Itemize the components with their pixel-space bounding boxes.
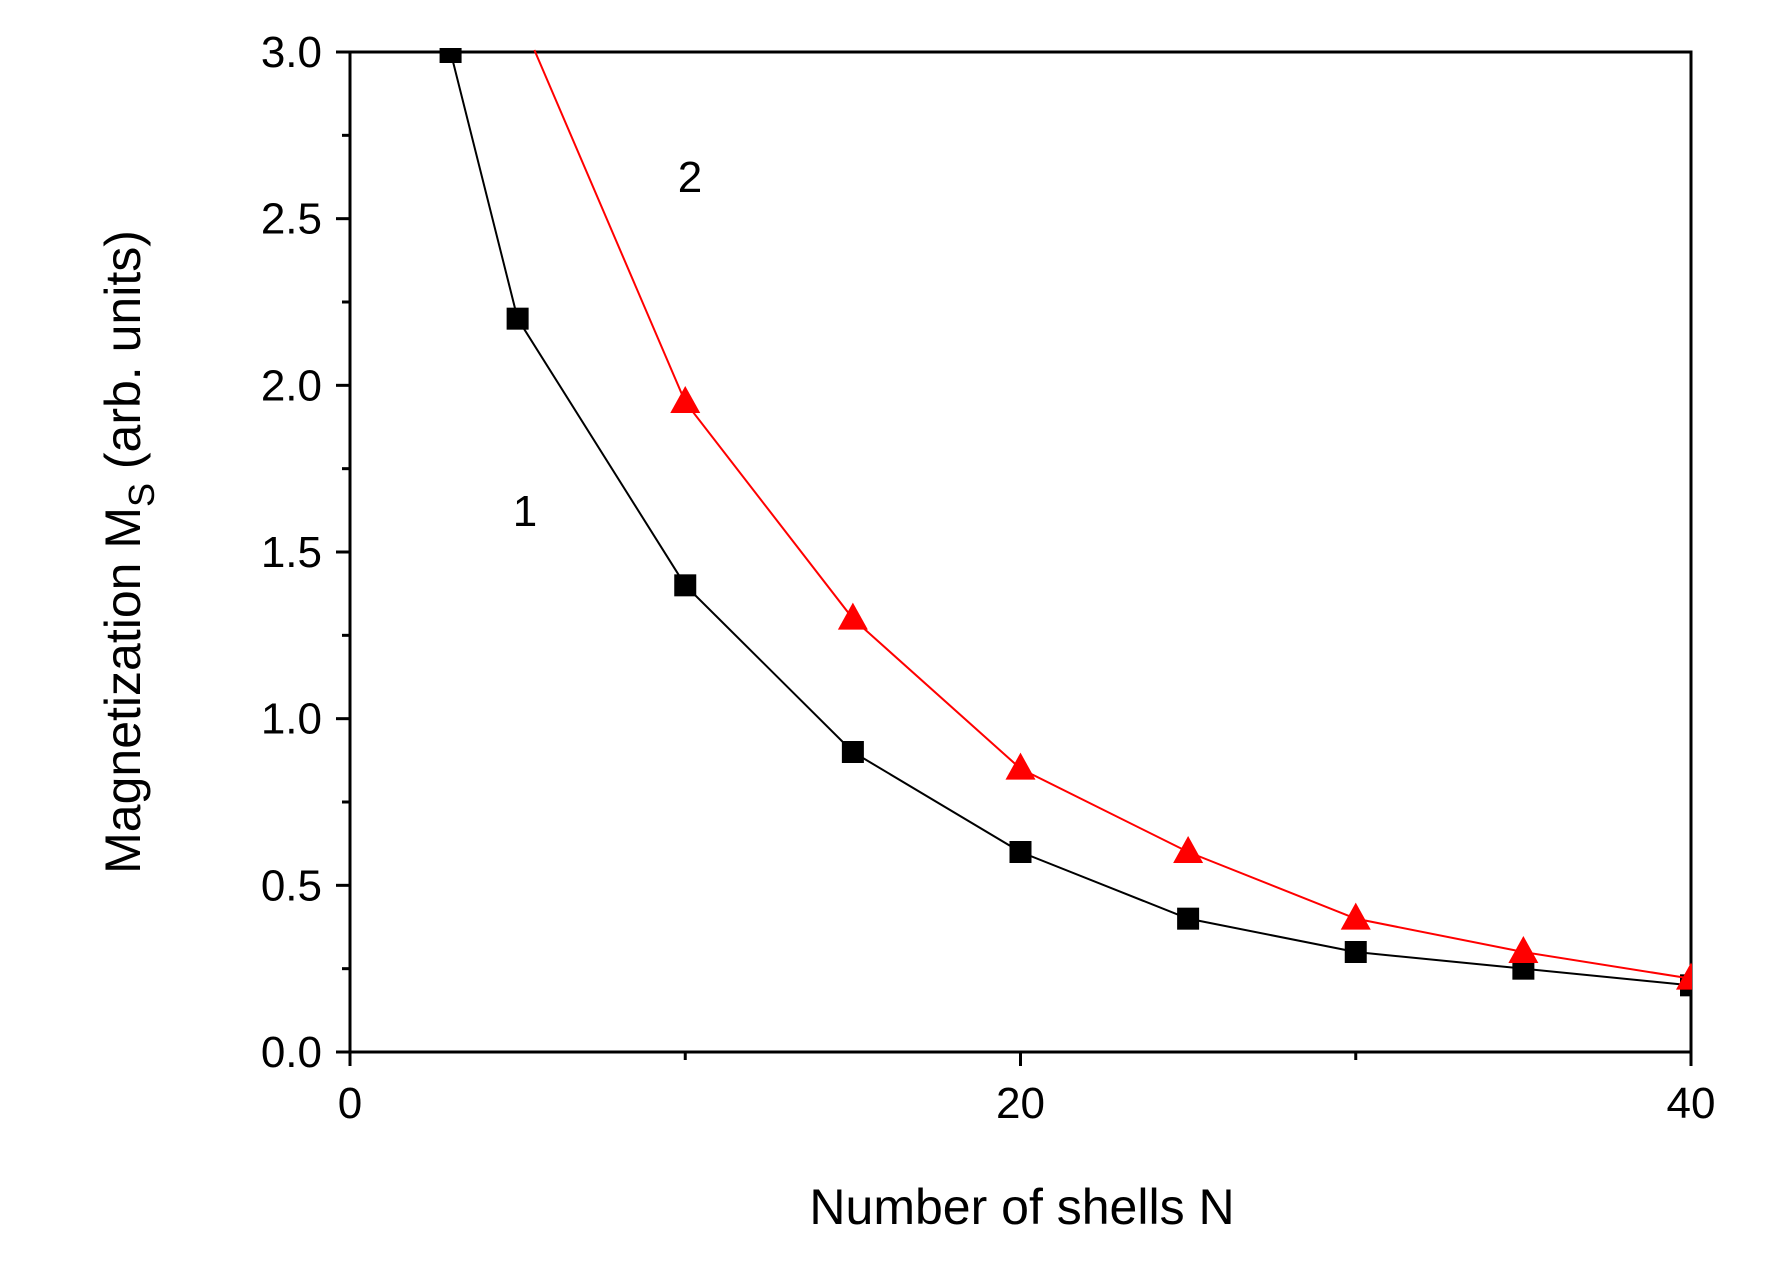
data-point-square bbox=[1177, 907, 1200, 930]
data-point-square bbox=[674, 574, 697, 597]
series-label-2: 2 bbox=[678, 153, 702, 202]
y-tick-label: 0.5 bbox=[261, 861, 322, 910]
data-point-triangle bbox=[670, 386, 701, 413]
plot-frame bbox=[348, 50, 1693, 1054]
data-point-triangle bbox=[1508, 936, 1539, 963]
data-point-square bbox=[1512, 957, 1535, 980]
y-axis-title: Magnetization MS (arb. units) bbox=[95, 230, 162, 874]
y-tick-label: 2.5 bbox=[261, 195, 322, 244]
y-tick-label: 3.0 bbox=[261, 28, 322, 77]
series-line-2 bbox=[533, 49, 1692, 980]
y-axis-title-subscript: S bbox=[121, 483, 162, 507]
data-point-triangle bbox=[1676, 962, 1692, 990]
data-point-triangle bbox=[1173, 836, 1204, 863]
x-tick-label: 20 bbox=[996, 1079, 1045, 1128]
series-label-1: 1 bbox=[513, 487, 537, 536]
data-point-square bbox=[1009, 841, 1032, 863]
series-line-1 bbox=[449, 51, 1692, 987]
data-point-triangle bbox=[837, 602, 868, 630]
series-layer bbox=[439, 48, 1692, 997]
axis-tick-labels: 0 20 40 0.0 0.5 1.0 1.5 2.0 2.5 3.0 bbox=[261, 28, 1716, 1128]
x-axis-title: Number of shells N bbox=[809, 1179, 1234, 1235]
axis-ticks bbox=[336, 50, 1693, 1066]
data-point-triangle bbox=[1005, 752, 1036, 780]
series-1 bbox=[439, 48, 1692, 997]
data-point-square bbox=[1344, 941, 1367, 963]
data-point-square bbox=[841, 741, 864, 763]
y-tick-label: 0.0 bbox=[261, 1028, 322, 1077]
data-point-square bbox=[506, 307, 529, 330]
y-tick-label: 1.0 bbox=[261, 695, 322, 744]
data-point-triangle bbox=[1340, 902, 1371, 930]
y-axis-title-units: (arb. units) bbox=[95, 230, 151, 483]
series-2 bbox=[533, 49, 1692, 990]
data-point-square bbox=[439, 48, 462, 63]
x-tick-label: 0 bbox=[338, 1079, 362, 1128]
y-tick-label: 1.5 bbox=[261, 528, 322, 577]
x-tick-label: 40 bbox=[1667, 1079, 1716, 1128]
y-axis-title-main: Magnetization M bbox=[95, 507, 151, 874]
y-tick-label: 2.0 bbox=[261, 361, 322, 410]
